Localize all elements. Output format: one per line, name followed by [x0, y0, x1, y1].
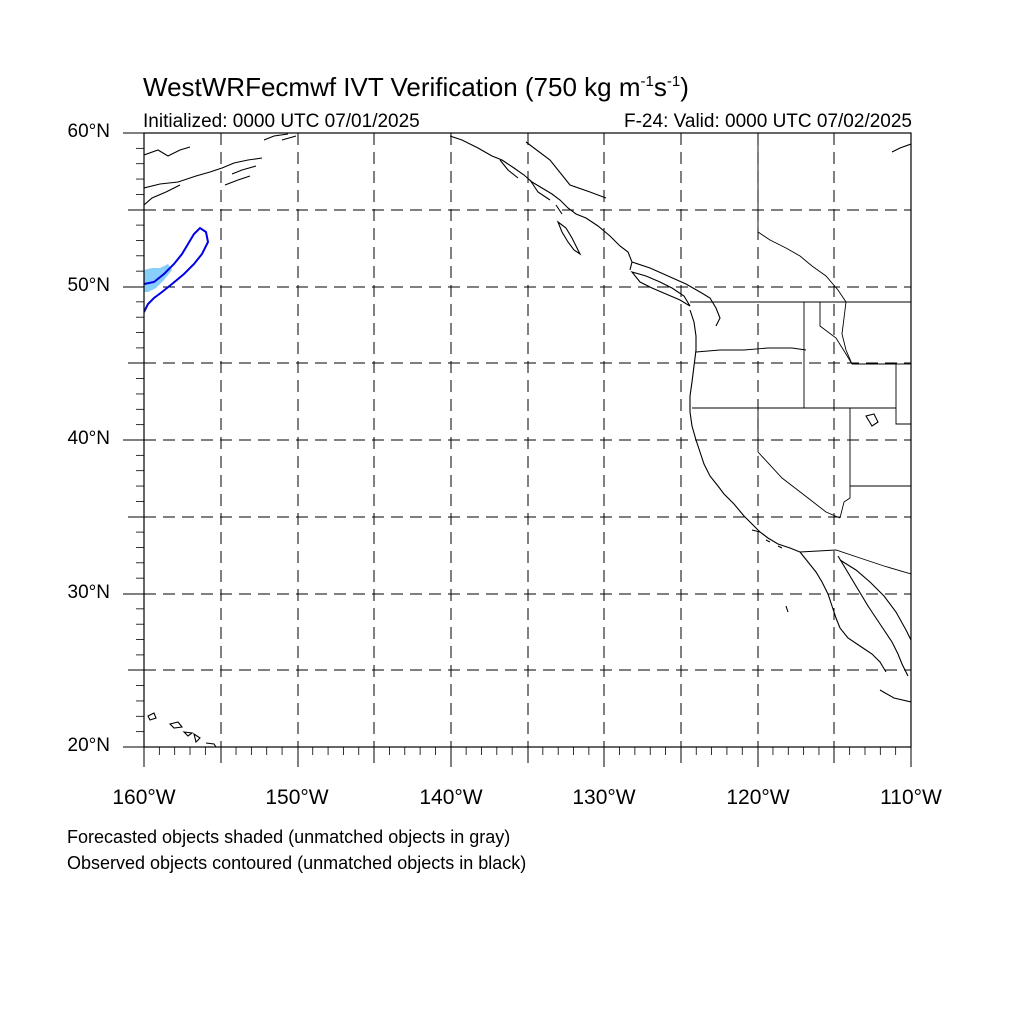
lat-label-60: 60°N [67, 121, 110, 142]
valid-label: F-24: Valid: 0000 UTC 07/02/2025 [624, 111, 912, 132]
axis-ticks [123, 132, 912, 767]
map-coastlines [144, 133, 911, 747]
lon-label-140w: 140°W [419, 786, 483, 809]
map-title: WestWRFecmwf IVT Verification (750 kg m-… [143, 72, 689, 102]
ivt-objects [144, 226, 210, 313]
legend-note-observed: Observed objects contoured (unmatched ob… [67, 853, 527, 873]
lon-label-120w: 120°W [726, 786, 790, 809]
initialized-label: Initialized: 0000 UTC 07/01/2025 [143, 111, 420, 132]
lat-label-20: 20°N [67, 735, 110, 756]
lon-label-150w: 150°W [265, 786, 329, 809]
lat-label-50: 50°N [67, 275, 110, 296]
political-boundaries [690, 133, 911, 575]
lat-label-40: 40°N [67, 428, 110, 449]
minor-ticks [136, 147, 897, 755]
lon-label-130w: 130°W [572, 786, 636, 809]
lon-label-160w: 160°W [112, 786, 176, 809]
lat-label-30: 30°N [67, 582, 110, 603]
observed-object-contour [144, 226, 210, 313]
legend-note-forecast: Forecasted objects shaded (unmatched obj… [67, 827, 511, 847]
lon-label-110w: 110°W [880, 786, 942, 809]
gridlines [144, 133, 911, 747]
